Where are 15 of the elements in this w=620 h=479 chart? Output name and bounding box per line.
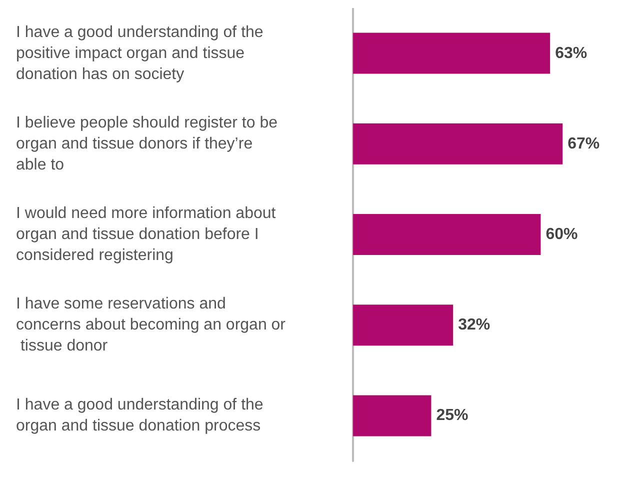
y-tick-label: I have a good understanding of the positive impact organ and tissue donation has on society <box>16 24 268 83</box>
data-label: 25% <box>436 407 468 424</box>
bar <box>353 32 550 74</box>
y-tick-label: I believe people should register to be organ and tissue donors if they’re able to <box>16 114 282 174</box>
data-label: 60% <box>546 226 578 243</box>
y-tick-label: I have a good understanding of the organ and tissue donation process <box>16 396 268 435</box>
data-label: 32% <box>458 316 490 334</box>
data-label: 67% <box>568 135 600 152</box>
y-tick-label: I would need more information about organ and tissue donation before I considered registering <box>16 205 280 264</box>
bar <box>353 214 541 255</box>
y-tick-label: I have some reservations and concerns about becoming an organ or tissue donor <box>16 296 286 355</box>
bar <box>353 123 563 164</box>
data-label: 63% <box>555 44 588 62</box>
bar <box>353 395 432 436</box>
bar <box>353 304 454 346</box>
